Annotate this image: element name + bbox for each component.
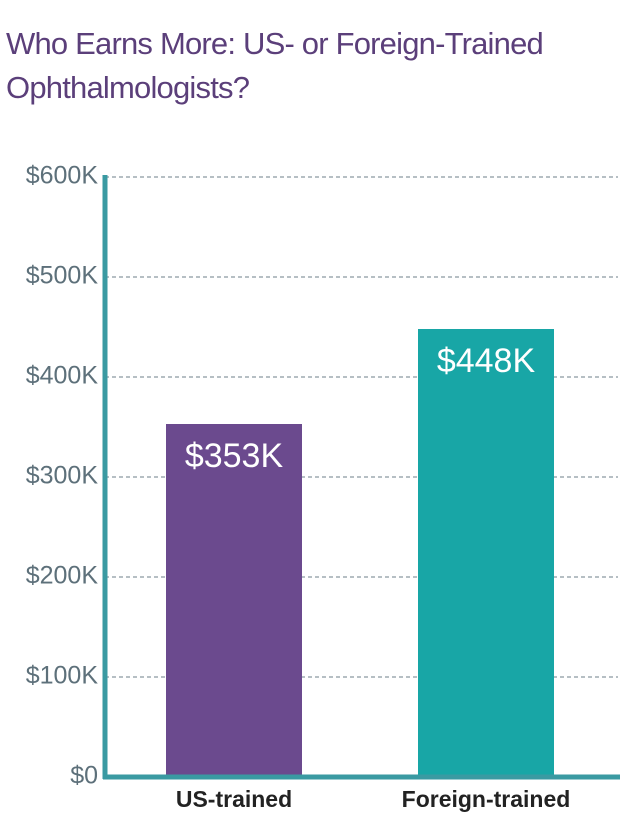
y-tick-label: $0	[70, 762, 98, 790]
y-tick-label: $400K	[26, 362, 99, 390]
bar	[418, 329, 554, 777]
y-tick-label: $100K	[26, 662, 99, 690]
y-tick-label: $600K	[26, 162, 99, 190]
y-tick-label: $300K	[26, 462, 99, 490]
x-tick-label: US-trained	[176, 786, 292, 812]
bar	[166, 424, 302, 777]
value-label: $448K	[437, 342, 536, 380]
chart-title: Who Earns More: US- or Foreign-Trained O…	[6, 26, 544, 105]
value-label: $353K	[185, 437, 284, 475]
y-tick-label: $500K	[26, 262, 99, 290]
y-tick-label: $200K	[26, 562, 99, 590]
x-tick-label: Foreign-trained	[402, 786, 571, 812]
